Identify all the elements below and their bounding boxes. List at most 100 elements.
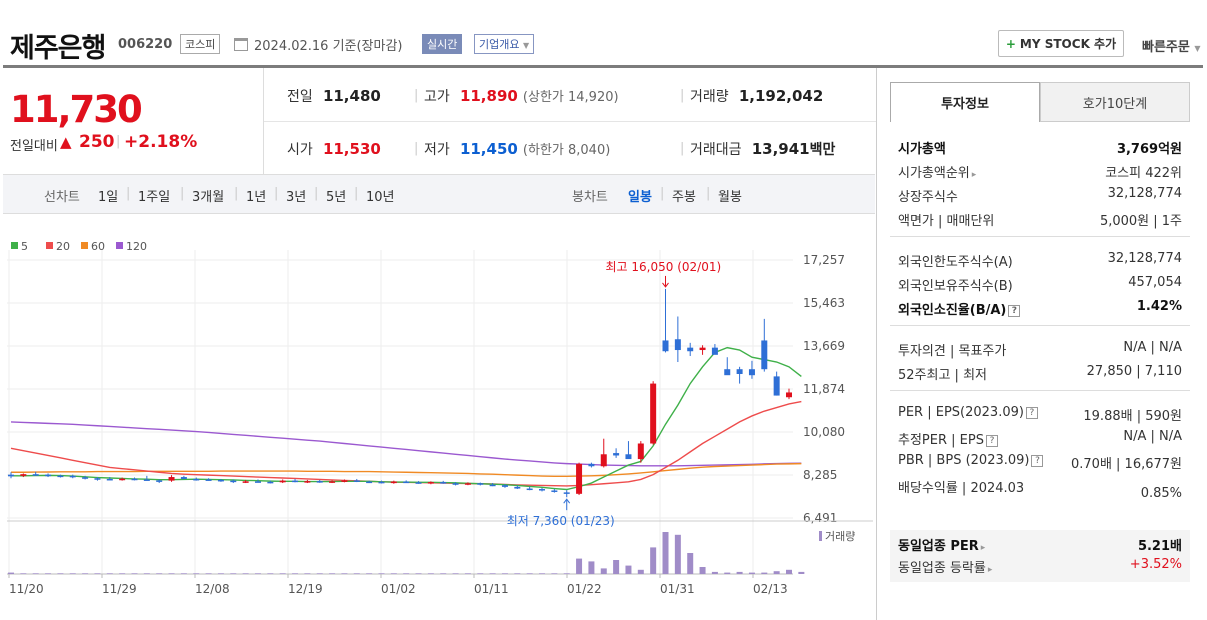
lower-limit: (하한가 8,040)	[522, 143, 611, 158]
ma-120-line	[10, 421, 802, 467]
volume-bar	[687, 553, 694, 574]
high-arrowhead	[662, 282, 669, 288]
foreign-hold-value: 457,054	[1128, 275, 1182, 290]
add-mystock-label: MY STOCK 추가	[1019, 37, 1117, 51]
legend-swatch	[46, 242, 53, 249]
volume-bar	[514, 573, 521, 574]
period-1y[interactable]: 1년	[246, 190, 267, 205]
market-cap-rank-value: 코스피 422위	[1105, 166, 1182, 181]
volume-bar	[711, 571, 718, 574]
sector-per[interactable]: 동일업종 PER ▸	[898, 535, 985, 554]
help-icon[interactable]: ?	[1025, 407, 1038, 419]
volume-bar	[600, 568, 607, 574]
period-1d[interactable]: 1일	[98, 190, 119, 205]
candle-body	[588, 463, 595, 467]
div-label: 배당수익률 | 2024.03	[898, 481, 1025, 496]
candle-body	[366, 481, 373, 484]
open-value: 11,530	[322, 140, 381, 158]
change-percent: +2.18%	[124, 132, 198, 152]
candle-body	[254, 481, 261, 483]
line-chart-label: 선차트	[44, 190, 80, 205]
volume-bar	[773, 571, 780, 574]
candle-daily[interactable]: 일봉	[628, 190, 652, 205]
period-3y[interactable]: 3년	[286, 190, 307, 205]
help-icon[interactable]: ?	[985, 435, 998, 447]
volume-bar	[106, 573, 113, 574]
y-tick-label: 11,874	[803, 382, 845, 396]
candle-body	[736, 369, 743, 374]
volume-legend-label: 거래량	[825, 530, 855, 543]
upper-limit: (상한가 14,920)	[522, 90, 619, 105]
legend-label: 5	[21, 240, 28, 253]
period-3m[interactable]: 3개월	[192, 190, 225, 205]
candle-weekly[interactable]: 주봉	[672, 190, 696, 205]
y-tick-label: 6,491	[803, 511, 837, 525]
help-icon[interactable]: ?	[1008, 305, 1021, 317]
candle-body	[403, 481, 410, 484]
low-annotation: 최저 7,360 (01/23)	[507, 514, 615, 528]
candle-body	[8, 474, 14, 477]
x-tick-label: 11/20	[9, 582, 44, 596]
y-tick-label: 17,257	[803, 253, 845, 267]
market-cap-value: 3,769억원	[1116, 142, 1182, 157]
prev-value: 11,480	[322, 87, 381, 105]
separator: |	[274, 186, 279, 201]
volume-bar	[699, 567, 706, 574]
add-mystock-button[interactable]: + MY STOCK 추가	[998, 30, 1124, 57]
volume-bar	[563, 573, 570, 574]
candle-body	[551, 490, 558, 492]
y-tick-label: 13,669	[803, 339, 845, 353]
volume-bar	[131, 573, 138, 574]
volume-bar	[217, 573, 224, 574]
candle-body	[242, 481, 249, 483]
candle-body	[415, 482, 422, 484]
x-tick-label: 12/08	[195, 582, 230, 596]
candle-body	[205, 479, 212, 481]
week52-label: 52주최고 | 최저	[898, 368, 987, 383]
volume-bar	[539, 573, 546, 574]
period-5y[interactable]: 5년	[326, 190, 347, 205]
divider	[263, 68, 264, 174]
volume-bar	[20, 573, 27, 574]
sector-change[interactable]: 동일업종 등락률 ▸	[898, 557, 992, 576]
company-overview-dropdown[interactable]: 기업개요 ▼	[474, 34, 535, 54]
low-label: 저가	[424, 142, 450, 158]
candle-body	[353, 480, 360, 482]
market-cap-rank[interactable]: 시가총액순위 ▸	[898, 162, 976, 181]
candle-body	[786, 392, 792, 398]
candle-monthly[interactable]: 월봉	[718, 190, 742, 205]
candle-body	[477, 483, 484, 485]
volume-bar	[613, 560, 620, 574]
week52-value: 27,850 | 7,110	[1086, 364, 1182, 379]
tab-order-book[interactable]: 호가10단계	[1040, 82, 1190, 122]
candle-body	[292, 480, 299, 483]
volume-bar	[576, 558, 583, 574]
realtime-button[interactable]: 실시간	[422, 34, 463, 54]
volume-bar	[329, 573, 336, 574]
foreign-ratio-label: 외국인소진율(B/A)	[898, 303, 1007, 318]
period-1w[interactable]: 1주일	[138, 190, 171, 205]
candle-body	[687, 347, 694, 352]
sector-per-value: 5.21배	[1137, 539, 1182, 554]
price-chart[interactable]: 17,257 15,463 13,669 11,874 10,080 8,285 6,491…	[3, 232, 875, 620]
x-tick-label: 11/29	[102, 582, 137, 596]
per-eps: PER | EPS(2023.09)?	[898, 405, 1038, 420]
volume-bar	[32, 573, 39, 574]
volume-bar	[786, 569, 792, 574]
est-per-value: N/A | N/A	[1123, 429, 1182, 444]
volume-legend-swatch	[819, 531, 822, 541]
candle-body	[32, 474, 39, 476]
candle-body	[440, 482, 447, 484]
help-icon[interactable]: ?	[1031, 455, 1044, 467]
per-value: 19.88배 | 590원	[1083, 409, 1182, 424]
period-10y[interactable]: 10년	[366, 190, 395, 205]
period-bar	[3, 174, 875, 214]
volume-bar	[464, 573, 471, 574]
volume-bar	[69, 573, 76, 574]
volume-bar	[119, 573, 126, 574]
volume-bar	[440, 573, 447, 574]
separator: |	[116, 134, 121, 149]
quick-order-button[interactable]: 빠른주문 ▼	[1142, 36, 1201, 55]
tab-investment-info[interactable]: 투자정보	[890, 82, 1040, 122]
up-triangle-icon: ▲	[60, 133, 72, 151]
